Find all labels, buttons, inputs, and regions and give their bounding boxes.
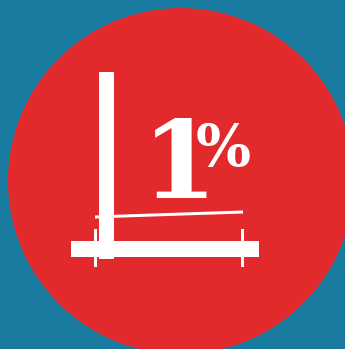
badge-unit: %	[196, 112, 251, 180]
trend-line	[94, 210, 244, 219]
y-axis-bar	[99, 72, 114, 259]
tick-right	[241, 229, 244, 267]
badge-circle	[8, 8, 345, 349]
badge-number: 1	[142, 98, 217, 224]
tick-left	[94, 229, 97, 267]
x-axis-bar	[71, 241, 259, 257]
